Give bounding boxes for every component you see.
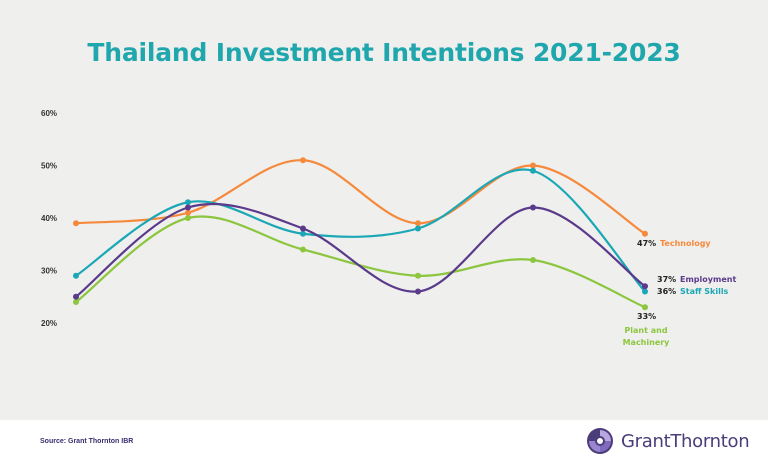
end-label-staff-skills: 36% — [657, 287, 676, 296]
data-point — [530, 257, 536, 263]
y-tick-label: 40% — [41, 214, 57, 223]
data-point — [530, 167, 536, 174]
chart-title: Thailand Investment Intentions 2021-2023 — [87, 38, 681, 67]
data-point — [642, 230, 648, 237]
data-point — [530, 204, 536, 211]
data-point — [642, 304, 648, 311]
data-point — [185, 215, 191, 221]
end-label-employment: 37% — [657, 275, 676, 284]
brand-name: GrantThornton — [621, 430, 750, 452]
chart-area: Thailand Investment Intentions 2021-2023… — [0, 0, 768, 420]
data-point — [185, 204, 191, 211]
footer: Source: Grant Thornton IBR GrantThornton — [0, 420, 768, 472]
line-chart: 60% 50% 40% 30% 20% 47% Technology 37% Emplo… — [41, 109, 737, 347]
data-point — [73, 272, 79, 279]
end-label-technology: 47% — [637, 239, 656, 248]
series-points — [73, 157, 648, 311]
series-line-plant-and-machinery — [75, 215, 646, 309]
y-axis: 60% 50% 40% 30% 20% — [41, 109, 57, 328]
legend-label-technology: Technology — [660, 239, 711, 248]
brand-logo: GrantThornton — [585, 426, 750, 456]
end-label-plant-machinery: 33% — [637, 312, 656, 321]
data-point — [415, 225, 421, 232]
data-point — [415, 272, 421, 279]
legend-label-employment: Employment — [680, 275, 736, 284]
data-point — [73, 293, 79, 300]
series-labels: 47% Technology 37% Employment 36% Staff … — [623, 239, 737, 347]
y-tick-label: 60% — [41, 109, 57, 118]
series-lines — [75, 159, 646, 309]
series-line-technology — [75, 159, 646, 235]
y-tick-label: 50% — [41, 162, 57, 171]
data-point — [642, 283, 648, 290]
data-point — [300, 157, 306, 164]
data-point — [642, 288, 648, 295]
data-point — [73, 220, 79, 227]
data-point — [300, 225, 306, 232]
data-point — [73, 299, 79, 305]
legend-label-plant-line1: Plant and — [624, 326, 667, 335]
y-tick-label: 30% — [41, 267, 57, 276]
data-point — [300, 230, 306, 237]
grant-thornton-swirl-icon — [587, 428, 613, 454]
data-point — [415, 288, 421, 295]
series-line-employment — [75, 202, 646, 298]
data-point — [185, 209, 191, 216]
legend-label-plant-line2: Machinery — [623, 338, 671, 347]
data-point — [185, 199, 191, 206]
data-point — [300, 246, 306, 253]
source-note: Source: Grant Thornton IBR — [40, 438, 134, 445]
legend-label-staff-skills: Staff Skills — [680, 287, 729, 296]
data-point — [415, 220, 421, 227]
y-tick-label: 20% — [41, 319, 57, 328]
series-line-staff-skills — [75, 168, 646, 293]
data-point — [530, 162, 536, 169]
